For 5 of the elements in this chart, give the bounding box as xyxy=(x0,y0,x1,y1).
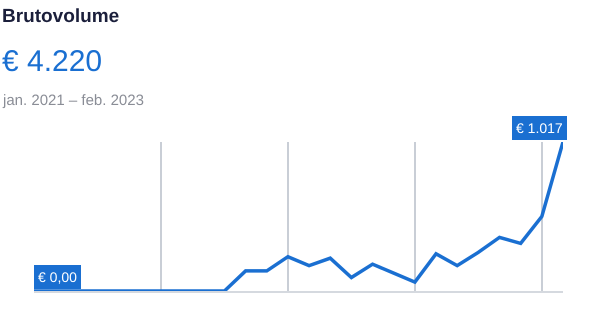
chart-subtitle: € 4.220 xyxy=(2,45,102,78)
text: jan. 2021 – feb. 2023 xyxy=(2,92,144,109)
chart-title: Brutovolume xyxy=(2,6,120,27)
data-label: € 0,00 xyxy=(38,269,78,285)
data-label: € 1.017 xyxy=(516,120,563,136)
